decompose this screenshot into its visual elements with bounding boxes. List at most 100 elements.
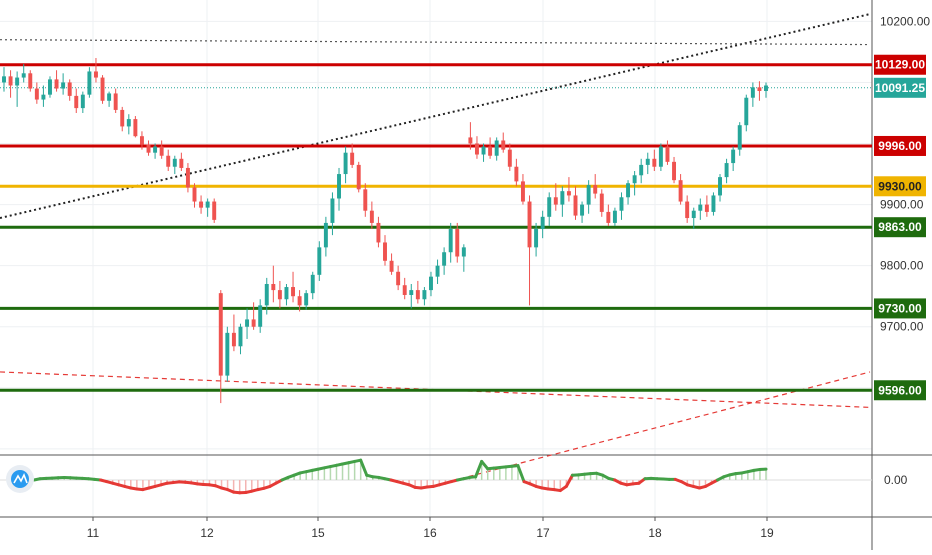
candle[interactable] xyxy=(475,144,479,155)
candle[interactable] xyxy=(613,211,617,223)
candle[interactable] xyxy=(55,79,59,88)
candle[interactable] xyxy=(685,202,689,218)
candle[interactable] xyxy=(403,285,407,295)
candle[interactable] xyxy=(429,277,433,290)
candle[interactable] xyxy=(206,202,210,208)
candle[interactable] xyxy=(344,153,348,174)
candle[interactable] xyxy=(311,275,315,293)
candle[interactable] xyxy=(501,140,505,149)
candle[interactable] xyxy=(199,202,203,208)
candle[interactable] xyxy=(265,284,269,305)
candle[interactable] xyxy=(48,79,52,94)
candle[interactable] xyxy=(744,98,748,125)
candle[interactable] xyxy=(252,319,256,326)
candle[interactable] xyxy=(147,145,151,153)
candle[interactable] xyxy=(383,242,387,260)
candle[interactable] xyxy=(166,156,170,167)
candle[interactable] xyxy=(114,93,118,109)
candle[interactable] xyxy=(153,147,157,153)
candle[interactable] xyxy=(120,110,124,126)
candle[interactable] xyxy=(74,96,78,108)
candle[interactable] xyxy=(409,290,413,295)
candle[interactable] xyxy=(646,159,650,165)
candle[interactable] xyxy=(692,211,696,218)
candle[interactable] xyxy=(528,202,532,248)
candle[interactable] xyxy=(68,82,72,95)
candle[interactable] xyxy=(94,71,98,77)
candle[interactable] xyxy=(22,73,26,77)
candle[interactable] xyxy=(363,189,367,210)
candle[interactable] xyxy=(639,165,643,175)
candle[interactable] xyxy=(337,174,341,198)
candle[interactable] xyxy=(127,119,131,126)
candle[interactable] xyxy=(140,136,144,145)
candle[interactable] xyxy=(15,78,19,86)
candle[interactable] xyxy=(606,212,610,223)
candle[interactable] xyxy=(705,205,709,212)
candle[interactable] xyxy=(278,290,282,299)
candle[interactable] xyxy=(574,195,578,215)
candle[interactable] xyxy=(672,162,676,180)
candle[interactable] xyxy=(239,327,243,347)
candle[interactable] xyxy=(357,165,361,189)
candle[interactable] xyxy=(698,205,702,211)
candle[interactable] xyxy=(219,293,223,375)
candle[interactable] xyxy=(725,163,729,177)
candle[interactable] xyxy=(284,287,288,299)
candle[interactable] xyxy=(317,247,321,274)
candle[interactable] xyxy=(541,217,545,229)
candle[interactable] xyxy=(488,147,492,156)
candle[interactable] xyxy=(521,181,525,201)
candle[interactable] xyxy=(560,191,564,204)
candle[interactable] xyxy=(455,229,459,256)
candle[interactable] xyxy=(304,293,308,305)
candle[interactable] xyxy=(462,247,466,256)
candle[interactable] xyxy=(757,87,761,91)
candle[interactable] xyxy=(567,191,571,195)
candle[interactable] xyxy=(28,73,32,88)
candle[interactable] xyxy=(81,95,85,108)
candle[interactable] xyxy=(2,76,6,82)
candle[interactable] xyxy=(87,71,91,94)
candle[interactable] xyxy=(534,229,538,247)
candle[interactable] xyxy=(179,159,183,168)
candle[interactable] xyxy=(495,140,499,155)
candle[interactable] xyxy=(508,150,512,167)
candle[interactable] xyxy=(330,198,334,222)
candle[interactable] xyxy=(390,261,394,272)
candle[interactable] xyxy=(212,202,216,220)
candle[interactable] xyxy=(370,211,374,223)
candle[interactable] xyxy=(468,137,472,143)
candle[interactable] xyxy=(764,86,768,91)
candle[interactable] xyxy=(232,333,236,346)
candle[interactable] xyxy=(350,153,354,165)
candle[interactable] xyxy=(9,76,13,85)
candle[interactable] xyxy=(245,319,249,326)
candle[interactable] xyxy=(324,223,328,247)
candle[interactable] xyxy=(376,223,380,243)
candle[interactable] xyxy=(133,119,137,136)
candle[interactable] xyxy=(422,290,426,299)
candle[interactable] xyxy=(751,87,755,97)
candle[interactable] xyxy=(593,185,597,194)
candle[interactable] xyxy=(449,229,453,252)
candle[interactable] xyxy=(665,147,669,162)
candle[interactable] xyxy=(626,183,630,197)
candle[interactable] xyxy=(580,205,584,216)
candle[interactable] xyxy=(731,150,735,163)
candle[interactable] xyxy=(436,266,440,277)
candle[interactable] xyxy=(160,147,164,156)
candle[interactable] xyxy=(442,252,446,265)
candle[interactable] xyxy=(101,78,105,101)
candle[interactable] xyxy=(620,197,624,210)
candle[interactable] xyxy=(482,147,486,155)
candle[interactable] xyxy=(554,197,558,204)
candle[interactable] xyxy=(600,194,604,212)
candle[interactable] xyxy=(679,180,683,201)
candle[interactable] xyxy=(711,195,715,211)
candle[interactable] xyxy=(514,167,518,182)
candle[interactable] xyxy=(659,147,663,167)
candle[interactable] xyxy=(718,177,722,195)
